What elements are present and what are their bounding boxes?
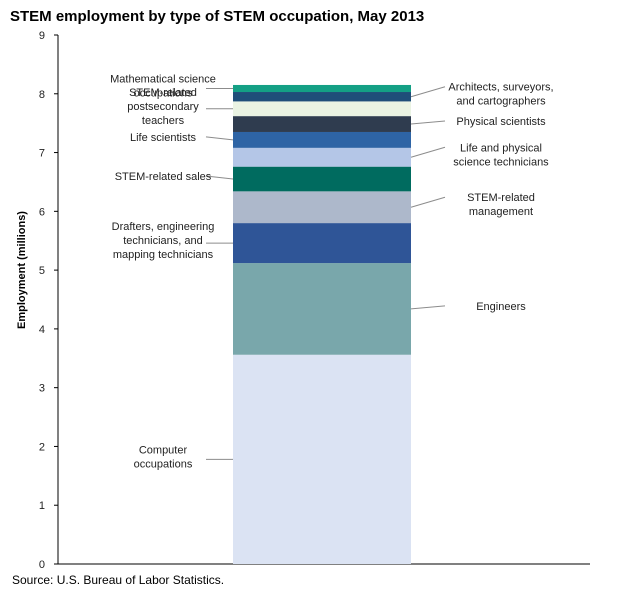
segment-label: science technicians bbox=[453, 156, 549, 168]
bar-segment bbox=[233, 147, 411, 167]
segment-label: STEM-related bbox=[129, 87, 197, 99]
y-tick-label: 4 bbox=[39, 324, 45, 336]
y-tick-label: 5 bbox=[39, 265, 45, 277]
segment-label: Computer bbox=[139, 444, 188, 456]
y-tick-label: 9 bbox=[39, 30, 45, 42]
segment-label: and cartographers bbox=[456, 96, 546, 108]
bar-segment bbox=[233, 131, 411, 148]
y-tick-label: 2 bbox=[39, 441, 45, 453]
stacked-bar bbox=[233, 84, 411, 564]
bar-segment bbox=[233, 263, 411, 355]
source-note: Source: U.S. Bureau of Labor Statistics. bbox=[12, 573, 225, 587]
leader-line bbox=[410, 146, 446, 158]
segment-label: Physical scientists bbox=[456, 116, 546, 128]
segment-label: STEM-related bbox=[467, 192, 535, 204]
bar-segment bbox=[233, 354, 411, 564]
leader-line bbox=[205, 136, 234, 141]
y-tick-label: 1 bbox=[39, 500, 45, 512]
y-tick-label: 8 bbox=[39, 89, 45, 101]
segment-label: Life scientists bbox=[130, 132, 197, 144]
segment-label: technicians, and bbox=[123, 235, 203, 247]
bar-segment bbox=[233, 92, 411, 102]
y-tick-label: 7 bbox=[39, 148, 45, 160]
bar-segment bbox=[233, 191, 411, 224]
segment-label: Engineers bbox=[476, 301, 526, 313]
segment-label: Mathematical science bbox=[110, 73, 216, 85]
leader-line bbox=[205, 175, 234, 180]
segment-label: Life and physical bbox=[460, 142, 542, 154]
y-axis-label: Employment (millions) bbox=[16, 211, 28, 329]
segment-label: mapping technicians bbox=[113, 249, 214, 261]
segment-label: teachers bbox=[142, 115, 185, 127]
leader-line bbox=[410, 196, 446, 208]
y-tick-label: 0 bbox=[39, 559, 45, 571]
segment-label: postsecondary bbox=[127, 101, 199, 113]
leader-line bbox=[410, 305, 446, 310]
bar-segment bbox=[233, 101, 411, 117]
segment-label: Drafters, engineering bbox=[112, 221, 215, 233]
chart-title: STEM employment by type of STEM occupati… bbox=[10, 8, 425, 25]
leader-line bbox=[410, 120, 446, 125]
bar-segment bbox=[233, 84, 411, 93]
bar-segment bbox=[233, 223, 411, 264]
bar-segment bbox=[233, 116, 411, 132]
y-tick-label: 3 bbox=[39, 383, 45, 395]
segment-label: Architects, surveyors, bbox=[448, 82, 553, 94]
bar-segment bbox=[233, 166, 411, 192]
y-tick-label: 6 bbox=[39, 206, 45, 218]
segment-label: occupations bbox=[134, 87, 193, 99]
segment-labels: Computer occupations Engineers Drafters, en… bbox=[110, 73, 553, 470]
segment-label: STEM-related sales bbox=[115, 171, 212, 183]
leader-line bbox=[410, 86, 446, 98]
segment-label: management bbox=[469, 206, 533, 218]
segment-label: occupations bbox=[134, 458, 193, 470]
